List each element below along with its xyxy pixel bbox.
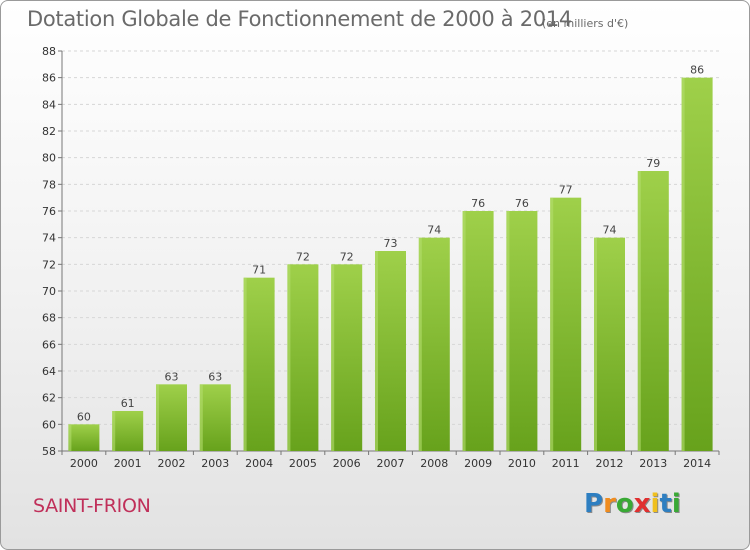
chart-title: Dotation Globale de Fonctionnement de 20…: [27, 7, 572, 31]
bar-2014: [681, 77, 713, 452]
bar-2011: [550, 197, 582, 451]
bar-highlight: [594, 237, 597, 451]
x-tick-label-2005: 2005: [289, 457, 317, 470]
value-label-2002: 63: [165, 370, 179, 383]
bar-2005: [287, 264, 319, 451]
y-tick-label: 74: [42, 232, 56, 245]
x-tick-label-2000: 2000: [70, 457, 98, 470]
bar-highlight: [418, 237, 422, 451]
x-tick-label-2006: 2006: [333, 457, 361, 470]
bar-2001: [112, 411, 144, 451]
bar-highlight: [68, 424, 72, 451]
logo-letter: P: [584, 489, 604, 519]
value-label-2009: 76: [471, 197, 485, 210]
logo-letter: r: [603, 489, 616, 519]
x-tick-label-2009: 2009: [464, 457, 492, 470]
bar-2004: [243, 277, 275, 451]
bar-2010: [506, 211, 538, 451]
y-tick-label: 68: [42, 312, 56, 325]
bar-2012: [594, 237, 625, 451]
y-tick-label: 60: [42, 418, 56, 431]
value-label-2007: 73: [384, 237, 398, 250]
bar-2006: [331, 264, 363, 451]
y-tick-label: 62: [42, 392, 56, 405]
x-tick-label-2002: 2002: [158, 457, 186, 470]
value-label-2003: 63: [208, 370, 222, 383]
value-label-2005: 72: [296, 250, 310, 263]
bar-highlight: [550, 197, 554, 451]
value-label-2000: 60: [77, 410, 91, 423]
value-label-2008: 74: [427, 224, 441, 237]
x-tick-label-2007: 2007: [377, 457, 405, 470]
y-tick-label: 64: [42, 365, 56, 378]
value-label-2011: 77: [559, 184, 573, 197]
x-tick-label-2013: 2013: [639, 457, 667, 470]
y-tick-label: 88: [42, 45, 56, 58]
bar-highlight: [462, 211, 466, 451]
value-label-2012: 74: [603, 224, 617, 237]
bar-2000: [68, 424, 100, 451]
y-tick-label: 82: [42, 125, 56, 138]
x-tick-label-2012: 2012: [596, 457, 624, 470]
x-tick-label-2003: 2003: [201, 457, 229, 470]
x-tick-label-2014: 2014: [683, 457, 711, 470]
logo-letter: i: [650, 489, 660, 519]
y-tick-label: 76: [42, 205, 56, 218]
value-label-2010: 76: [515, 197, 529, 210]
bar-highlight: [199, 384, 203, 451]
bar-2008: [418, 237, 450, 451]
value-label-2001: 61: [121, 397, 135, 410]
bar-2009: [462, 211, 494, 451]
y-tick-label: 70: [42, 285, 56, 298]
x-tick-label-2004: 2004: [245, 457, 273, 470]
bar-2013: [637, 171, 669, 451]
value-label-2006: 72: [340, 250, 354, 263]
x-tick-label-2011: 2011: [552, 457, 580, 470]
commune-name: SAINT-FRION: [33, 495, 151, 517]
bar-highlight: [287, 264, 291, 451]
bar-2002: [156, 384, 187, 451]
proxiti-logo: Proxiti: [584, 489, 681, 519]
bar-highlight: [375, 251, 378, 451]
logo-letter: x: [633, 489, 651, 519]
y-tick-label: 84: [42, 98, 56, 111]
logo-letter: t: [659, 489, 672, 519]
x-tick-label-2001: 2001: [114, 457, 142, 470]
bar-highlight: [331, 264, 335, 451]
chart-subtitle: (en milliers d'€): [542, 17, 629, 30]
value-label-2014: 86: [690, 64, 704, 77]
y-tick-label: 58: [42, 445, 56, 458]
bar-highlight: [156, 384, 159, 451]
y-tick-label: 72: [42, 258, 56, 271]
bar-highlight: [506, 211, 510, 451]
logo-letter: i: [671, 489, 681, 519]
bar-highlight: [637, 171, 641, 451]
bar-2007: [375, 251, 406, 451]
x-tick-label-2008: 2008: [420, 457, 448, 470]
value-label-2013: 79: [646, 157, 660, 170]
bar-highlight: [243, 277, 247, 451]
y-tick-label: 80: [42, 152, 56, 165]
bar-highlight: [112, 411, 116, 451]
y-tick-label: 86: [42, 72, 56, 85]
x-tick-label-2010: 2010: [508, 457, 536, 470]
y-tick-label: 78: [42, 178, 56, 191]
labels: 60 2000 61 2001 63 2002 63 2003 71 2004 72 2005 72 20…: [70, 64, 711, 470]
y-tick-label: 66: [42, 338, 56, 351]
logo-letter: o: [615, 489, 634, 519]
bars: [68, 77, 713, 452]
bar-2003: [199, 384, 231, 451]
value-label-2004: 71: [252, 264, 266, 277]
bar-highlight: [681, 77, 685, 452]
